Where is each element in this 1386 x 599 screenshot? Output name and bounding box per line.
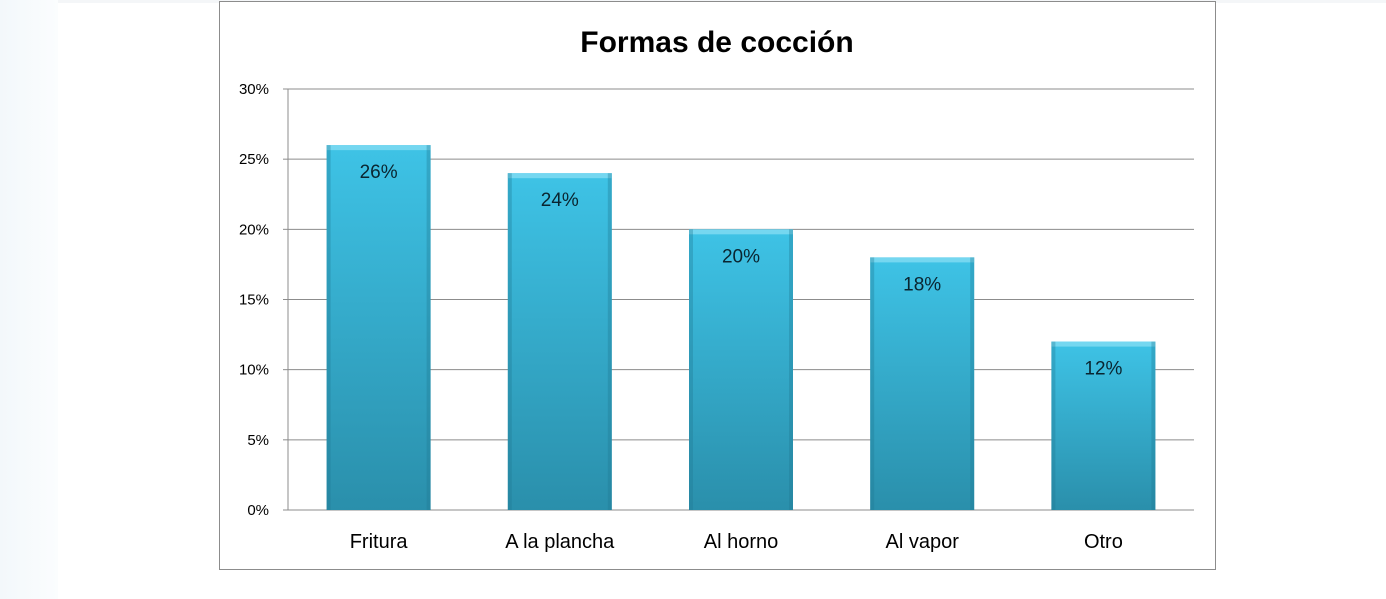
- y-tick-label: 5%: [247, 432, 269, 449]
- bar-edge-right: [607, 173, 612, 510]
- bar: [507, 173, 612, 510]
- data-label: 12%: [1084, 359, 1122, 380]
- bar-edge-left: [1051, 341, 1056, 510]
- y-tick-label: 25%: [239, 151, 269, 168]
- data-label: 18%: [903, 274, 941, 295]
- background-left-strip: [0, 0, 58, 599]
- labels: 0% 5% 10% 15% 20% 25% 30% 26% Fritura 24% A la pla…: [239, 81, 1123, 553]
- bar: [1051, 341, 1156, 510]
- category-label: A la plancha: [505, 531, 615, 553]
- y-tick-label: 20%: [239, 221, 269, 238]
- category-label: Al vapor: [886, 531, 960, 553]
- gridlines: [283, 88, 1194, 511]
- y-tick-label: 10%: [239, 362, 269, 379]
- bar-chart: Formas de cocción 0% 5% 10% 15% 20% 25% 30% 26%…: [239, 26, 1194, 553]
- bar-edge-right: [426, 145, 431, 510]
- bar-edge-left: [870, 257, 875, 510]
- y-tick-label: 30%: [239, 81, 269, 98]
- data-label: 24%: [541, 190, 579, 211]
- bar-cap: [689, 229, 793, 235]
- bars: [326, 145, 1156, 511]
- y-tick-label: 15%: [239, 292, 269, 309]
- bar: [326, 145, 431, 510]
- bar-edge-left: [689, 229, 693, 511]
- bar: [689, 229, 793, 511]
- bar-cap: [326, 145, 431, 151]
- category-label: Al horno: [704, 531, 779, 553]
- bar-edge-left: [326, 145, 331, 510]
- data-label: 26%: [360, 162, 398, 183]
- chart-title: Formas de cocción: [580, 26, 853, 59]
- data-label: 20%: [722, 246, 760, 267]
- category-label: Otro: [1084, 531, 1123, 553]
- bar-edge-right: [789, 229, 793, 511]
- chart-frame: Formas de cocción 0% 5% 10% 15% 20% 25% 30% 26%…: [219, 1, 1216, 570]
- bar-cap: [507, 173, 612, 179]
- bar-cap: [1051, 341, 1156, 347]
- bar: [870, 257, 975, 510]
- category-label: Fritura: [350, 531, 409, 553]
- bar-edge-right: [970, 257, 975, 510]
- y-tick-label: 0%: [247, 502, 269, 519]
- bar-edge-left: [507, 173, 512, 510]
- bar-cap: [870, 257, 975, 263]
- bar-edge-right: [1151, 341, 1156, 510]
